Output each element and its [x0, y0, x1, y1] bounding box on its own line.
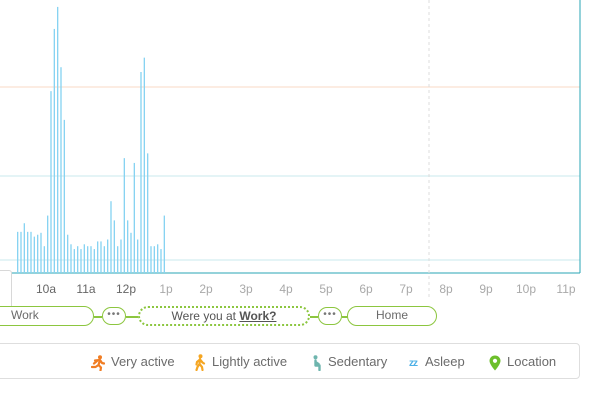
more-options-button[interactable]: •••	[102, 307, 126, 325]
x-axis-ticks: 10a 11a 12p 1p 2p 3p 4p 5p 6p 7p 8p 9p 10p 11p	[36, 282, 576, 296]
activity-bar	[130, 232, 132, 273]
timeline-connector	[94, 316, 102, 318]
home-label: Home	[375, 308, 408, 322]
location-pin-icon	[489, 355, 501, 371]
running-icon	[90, 354, 106, 372]
activity-bar	[57, 6, 59, 273]
activity-bar	[147, 153, 149, 273]
activity-bar	[120, 239, 122, 273]
activity-bar	[50, 91, 52, 273]
legend-sedentary: Sedentary	[311, 344, 387, 380]
legend-asleep: zz Asleep	[409, 344, 465, 380]
chart-bars	[17, 6, 165, 274]
timeline-connector	[126, 316, 138, 318]
activity-bar	[97, 241, 99, 273]
activity-bar	[63, 119, 65, 273]
walking-icon	[195, 354, 206, 372]
activity-bar	[103, 246, 105, 273]
activity-bar	[77, 246, 79, 273]
activity-bar	[43, 246, 45, 273]
x-tick-label: 12p	[116, 282, 136, 296]
legend-label: Asleep	[425, 354, 465, 369]
legend-label: Very active	[111, 354, 175, 369]
activity-bar	[47, 215, 49, 273]
activity-bar	[117, 246, 119, 273]
prompt-place-link[interactable]: Work?	[239, 309, 277, 323]
sitting-icon	[313, 354, 321, 371]
x-tick-label: 5p	[319, 282, 333, 296]
activity-bar	[60, 67, 62, 274]
activity-bar	[40, 232, 42, 273]
x-tick-label: 11a	[76, 282, 95, 296]
activity-bar	[160, 249, 162, 273]
activity-bar	[30, 231, 32, 273]
activity-bar	[33, 236, 35, 273]
x-tick-label: 6p	[359, 282, 373, 296]
activity-bar	[23, 223, 25, 273]
activity-legend: Very active Lightly active Sedentary zz A…	[0, 343, 580, 379]
x-tick-label: 8p	[439, 282, 453, 296]
legend-label: Location	[507, 354, 557, 369]
x-tick-label: 10p	[516, 282, 536, 296]
activity-bar	[20, 231, 22, 273]
activity-bar	[17, 231, 19, 273]
legend-label: Lightly active	[212, 354, 288, 369]
activity-bar	[87, 246, 89, 273]
activity-bar	[123, 158, 125, 273]
location-timeline: Work ••• Were you at Work? ••• Home	[0, 304, 440, 330]
activity-bar	[150, 246, 152, 273]
activity-bar	[133, 162, 135, 273]
activity-bar	[73, 249, 75, 273]
legend-label: Sedentary	[328, 354, 388, 369]
legend-very-active: Very active	[90, 344, 175, 380]
activity-bar	[90, 246, 92, 273]
activity-bar	[113, 220, 115, 273]
activity-bar	[157, 244, 159, 273]
activity-bar	[83, 244, 85, 273]
x-tick-label: 4p	[279, 282, 293, 296]
x-tick-label: 11p	[556, 282, 575, 296]
confirm-location-prompt[interactable]: Were you at Work?	[138, 306, 310, 326]
activity-bar	[27, 231, 29, 273]
activity-bar	[153, 246, 155, 273]
activity-bar	[110, 201, 112, 273]
timeline-connector	[310, 316, 318, 318]
x-tick-label: 3p	[239, 282, 253, 296]
activity-chart: 10a 11a 12p 1p 2p 3p 4p 5p 6p 7p 8p 9p 10p 11p	[0, 0, 581, 300]
x-tick-label: 9p	[479, 282, 493, 296]
activity-bar	[140, 72, 142, 273]
sleep-icon: zz	[409, 358, 418, 369]
x-tick-label: 7p	[399, 282, 413, 296]
x-tick-label: 1p	[159, 282, 173, 296]
activity-bar	[127, 220, 129, 273]
activity-bar	[163, 215, 165, 273]
legend-location: Location	[489, 344, 556, 380]
prompt-text: Were you at	[171, 309, 240, 323]
activity-bar	[70, 244, 72, 273]
legend-lightly-active: Lightly active	[194, 344, 287, 380]
more-options-button[interactable]: •••	[318, 307, 342, 325]
timeline-connector	[342, 316, 348, 318]
activity-bar	[143, 57, 145, 273]
activity-bar	[93, 249, 95, 273]
activity-bar	[107, 239, 109, 273]
x-tick-label: 2p	[199, 282, 213, 296]
activity-bar	[53, 28, 55, 274]
activity-bar	[67, 234, 69, 273]
work-label: Work	[11, 308, 39, 322]
home-location-pill[interactable]: Home	[347, 306, 437, 326]
activity-bar	[100, 241, 102, 273]
activity-bar	[80, 249, 82, 273]
x-tick-label: 10a	[36, 282, 56, 296]
activity-bar	[37, 234, 39, 273]
work-location-pill[interactable]: Work	[0, 306, 94, 326]
activity-bar	[137, 239, 139, 273]
